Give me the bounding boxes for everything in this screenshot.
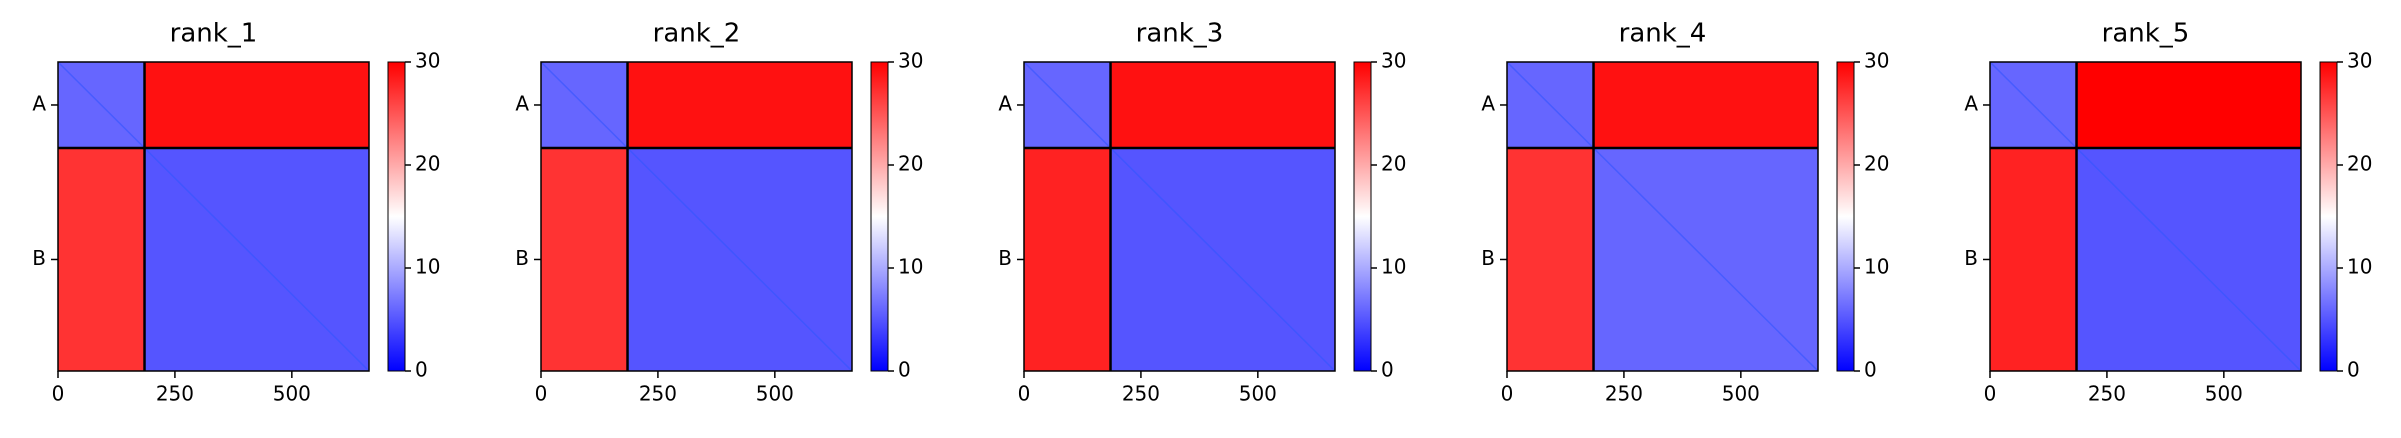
y-tick-label: B [998, 246, 1012, 270]
colorbar-tick-label: 30 [2347, 49, 2372, 73]
plot-frame [57, 61, 370, 372]
x-tick-label: 0 [1501, 382, 1514, 406]
x-tick-label: 250 [1605, 382, 1643, 406]
colorbar-tick-label: 20 [2347, 152, 2372, 176]
colorbar-tick-label: 30 [1864, 49, 1889, 73]
x-tick-label: 500 [756, 382, 794, 406]
colorbar-tick-label: 10 [2347, 255, 2372, 279]
diagonal [57, 61, 370, 372]
diagonal [1506, 61, 1819, 372]
y-tick-label: B [1481, 246, 1495, 270]
colorbar-tick-label: 10 [1381, 255, 1406, 279]
plot-frame [1989, 61, 2302, 372]
colorbar-tick-label: 0 [1864, 358, 1877, 382]
x-tick-label: 0 [52, 382, 65, 406]
chart-title: rank_1 [170, 19, 258, 49]
y-tick-label: A [1481, 91, 1495, 115]
y-tick-label: B [32, 246, 46, 270]
colorbar-tick-label: 20 [898, 152, 923, 176]
colorbar-tick-label: 30 [1381, 49, 1406, 73]
x-tick-label: 250 [156, 382, 194, 406]
y-tick-label: A [998, 91, 1012, 115]
heatmap-cell [1507, 147, 1594, 371]
x-tick-label: 500 [273, 382, 311, 406]
panel: rank_4 0 250 500 A B 0 10 20 30 [1481, 19, 1889, 406]
x-tick-label: 250 [1122, 382, 1160, 406]
colorbar [1836, 61, 1855, 372]
y-tick-label: A [515, 91, 529, 115]
colorbar-tick-label: 20 [1864, 152, 1889, 176]
colorbar-tick-label: 30 [415, 49, 440, 73]
colorbar-tick-label: 20 [415, 152, 440, 176]
diagonal [540, 61, 853, 372]
heatmap-cell [1110, 62, 1335, 148]
chart-title: rank_5 [2102, 19, 2190, 49]
colorbar [870, 61, 889, 372]
heatmap-cell [1593, 62, 1818, 148]
colorbar-tick-label: 10 [415, 255, 440, 279]
x-tick-label: 0 [535, 382, 548, 406]
heatmap-cell [58, 147, 145, 371]
colorbar [387, 61, 406, 372]
panel: rank_1 0 250 500 A B 0 10 20 30 [32, 19, 440, 406]
colorbar-tick-label: 20 [1381, 152, 1406, 176]
plot-frame [540, 61, 853, 372]
heatmap-cell [627, 62, 852, 148]
heatmap-cell [1990, 147, 2077, 371]
y-tick-label: B [1964, 246, 1978, 270]
chart-title: rank_2 [653, 19, 741, 49]
colorbar-tick-label: 10 [898, 255, 923, 279]
heatmap-cell [541, 147, 628, 371]
colorbar-tick-label: 0 [415, 358, 428, 382]
colorbar-tick-label: 0 [2347, 358, 2360, 382]
chart-title: rank_4 [1619, 19, 1707, 49]
diagonal [1023, 61, 1336, 372]
y-tick-label: A [32, 91, 46, 115]
panel: rank_2 0 250 500 A B 0 10 20 30 [515, 19, 923, 406]
colorbar-tick-label: 10 [1864, 255, 1889, 279]
colorbar [1353, 61, 1372, 372]
colorbar-tick-label: 0 [898, 358, 911, 382]
y-tick-label: A [1964, 91, 1978, 115]
heatmap-cell [2076, 62, 2301, 148]
y-tick-label: B [515, 246, 529, 270]
x-tick-label: 500 [2205, 382, 2243, 406]
colorbar [2319, 61, 2338, 372]
x-tick-label: 500 [1722, 382, 1760, 406]
x-tick-label: 0 [1018, 382, 1031, 406]
plot-frame [1023, 61, 1336, 372]
x-tick-label: 250 [639, 382, 677, 406]
heatmap-cell [144, 62, 369, 148]
colorbar-tick-label: 0 [1381, 358, 1394, 382]
plot-frame [1506, 61, 1819, 372]
diagonal [1989, 61, 2302, 372]
x-tick-label: 0 [1984, 382, 1997, 406]
x-tick-label: 250 [2088, 382, 2126, 406]
chart-title: rank_3 [1136, 19, 1224, 49]
panel: rank_3 0 250 500 A B 0 10 20 30 [998, 19, 1406, 406]
panel: rank_5 0 250 500 A B 0 10 20 30 [1964, 19, 2372, 406]
x-tick-label: 500 [1239, 382, 1277, 406]
colorbar-tick-label: 30 [898, 49, 923, 73]
heatmap-cell [1024, 147, 1111, 371]
